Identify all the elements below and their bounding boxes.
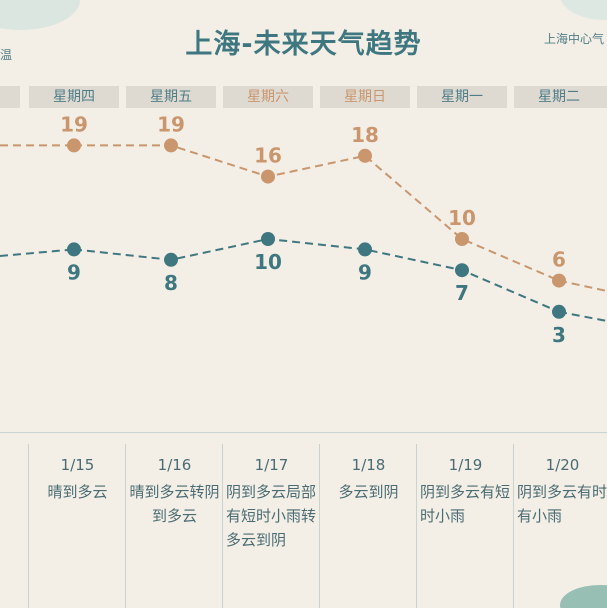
date-label: 1/16 bbox=[157, 456, 192, 474]
low-series-edge-line bbox=[558, 310, 607, 322]
weekday-header-partial bbox=[0, 86, 20, 108]
column-divider bbox=[125, 444, 126, 608]
weekday-header-tue: 星期二 bbox=[514, 86, 604, 108]
low-point bbox=[261, 232, 275, 246]
high-point bbox=[164, 138, 178, 153]
high-point bbox=[67, 138, 81, 153]
date-label: 1/19 bbox=[448, 456, 483, 474]
high-data-label: 19 bbox=[157, 112, 185, 136]
date-label: 1/20 bbox=[545, 456, 580, 474]
date-label: 1/15 bbox=[60, 456, 95, 474]
column-divider bbox=[28, 444, 29, 608]
high-point bbox=[552, 273, 566, 288]
high-data-label: 16 bbox=[254, 144, 282, 168]
source-label-fragment: 上海中心气 bbox=[544, 32, 605, 46]
weather-description: 晴到多云 bbox=[47, 483, 108, 501]
low-data-label: 3 bbox=[552, 323, 566, 347]
high-data-label: 19 bbox=[60, 112, 88, 136]
low-point bbox=[164, 252, 178, 267]
high-series-line bbox=[74, 144, 560, 282]
high-point bbox=[455, 232, 469, 246]
column-divider bbox=[513, 444, 514, 608]
chart-bottom-divider bbox=[0, 432, 607, 433]
weekday-header-sun: 星期日 bbox=[320, 86, 410, 108]
high-data-label: 6 bbox=[552, 248, 566, 272]
low-data-label: 9 bbox=[67, 260, 81, 284]
weather-description: 多云到阴 bbox=[338, 483, 399, 501]
column-divider bbox=[222, 444, 223, 608]
high-series-edge-line bbox=[558, 279, 607, 292]
low-point bbox=[552, 304, 566, 319]
weather-description: 阴到多云有短时小雨 bbox=[420, 483, 511, 525]
date-label: 1/18 bbox=[351, 456, 386, 474]
low-data-label: 10 bbox=[254, 250, 282, 274]
weather-description-partial: 云 bbox=[0, 480, 14, 504]
weather-description: 阴到多云局部有短时小雨转多云到阴 bbox=[226, 483, 317, 549]
weather-description: 阴到多云有时有小雨 bbox=[517, 483, 607, 525]
legend-label-fragment: 温 bbox=[0, 48, 13, 62]
low-series-line bbox=[73, 237, 560, 313]
weekday-header-sat: 星期六 bbox=[223, 86, 313, 108]
low-series-edge-line bbox=[0, 248, 75, 257]
low-data-label: 9 bbox=[358, 260, 372, 284]
high-data-label: 10 bbox=[448, 206, 476, 230]
high-point bbox=[261, 169, 275, 184]
column-divider bbox=[319, 444, 320, 608]
weekday-header-partial-right bbox=[599, 86, 607, 108]
low-data-label: 8 bbox=[164, 271, 178, 295]
column-divider bbox=[416, 444, 417, 608]
high-point bbox=[358, 148, 372, 163]
weekday-header-fri: 星期五 bbox=[126, 86, 216, 108]
high-data-label: 18 bbox=[351, 123, 379, 147]
weekday-header-thu: 星期四 bbox=[29, 86, 119, 108]
low-point bbox=[67, 242, 81, 257]
low-point bbox=[455, 263, 469, 278]
low-point bbox=[358, 242, 372, 257]
weather-description: 晴到多云转阴到多云 bbox=[129, 483, 220, 525]
page-title: 上海-未来天气趋势 bbox=[185, 29, 422, 60]
low-data-label: 7 bbox=[455, 281, 469, 305]
weekday-header-mon: 星期一 bbox=[417, 86, 507, 108]
date-label: 1/17 bbox=[254, 456, 289, 474]
bottom-right-decoration bbox=[560, 585, 607, 608]
